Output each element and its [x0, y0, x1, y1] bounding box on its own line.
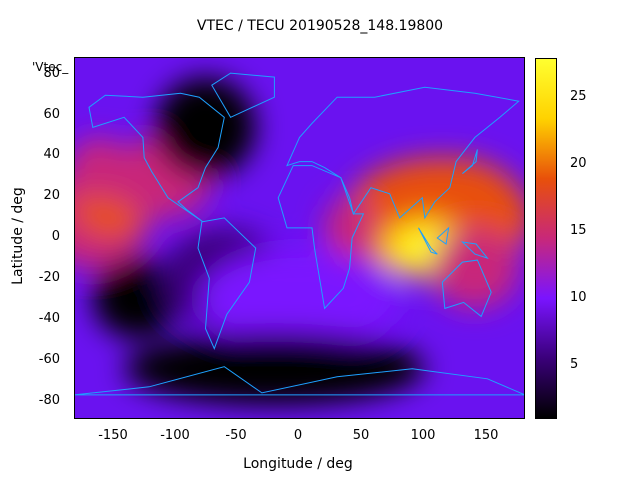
tec-region [74, 137, 131, 198]
colorbar-tick-label: 10 [570, 290, 587, 305]
colorbar [535, 58, 557, 419]
coastline [74, 366, 525, 396]
vtec-heatmap [74, 57, 525, 419]
y-tick-label: -40 [38, 311, 60, 326]
colorbar-tick-label: 15 [570, 223, 587, 238]
tec-region [155, 77, 256, 178]
coastline [197, 217, 257, 350]
coastline [462, 149, 478, 174]
y-tick-label: -80 [38, 393, 60, 408]
y-tick-label: -60 [38, 352, 60, 367]
y-axis-label: Latitude / deg [10, 187, 26, 285]
x-axis-label: Longitude / deg [243, 456, 353, 472]
colorbar-tick-label: 20 [570, 156, 587, 171]
y-tick-label: 0 [51, 229, 60, 244]
x-tick-label: -150 [98, 428, 128, 443]
y-tick-label: -20 [38, 270, 60, 285]
colorbar-tick-label: 5 [570, 357, 579, 372]
map-plot-area [74, 57, 525, 419]
coastline [460, 241, 489, 260]
tec-region [124, 332, 425, 405]
x-tick-label: 50 [352, 428, 370, 443]
y-tick-label: 20 [43, 188, 60, 203]
tec-region [431, 227, 519, 309]
colorbar-tick-label: 25 [570, 89, 587, 104]
tec-region [92, 258, 181, 339]
coastline [418, 227, 438, 255]
y-tick-label: 80 [43, 66, 60, 81]
coastline [441, 259, 492, 318]
overlay-label: 'Vtec_ [32, 60, 69, 74]
x-tick-label: -50 [225, 428, 247, 443]
tec-region [380, 157, 519, 238]
coastline [277, 165, 365, 310]
x-tick-label: 100 [410, 428, 436, 443]
y-tick-label: 40 [43, 147, 60, 162]
x-tick-label: 150 [473, 428, 499, 443]
coastline [211, 72, 275, 118]
tec-region [199, 248, 400, 349]
tec-region [324, 197, 375, 259]
x-tick-label: -100 [160, 428, 190, 443]
x-tick-label: 0 [293, 428, 303, 443]
chart-title: VTEC / TECU 20190528_148.19800 [196, 18, 444, 34]
y-tick-label: 60 [43, 107, 60, 122]
coastline [436, 226, 450, 245]
coastline [88, 92, 225, 223]
